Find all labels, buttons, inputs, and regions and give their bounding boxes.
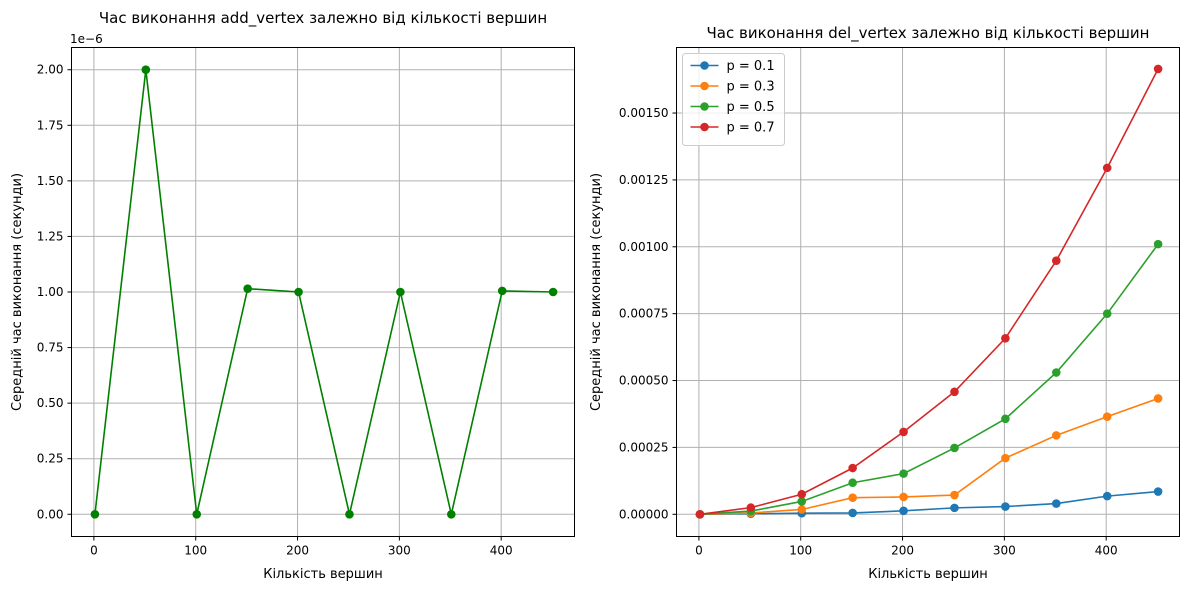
add-vertex-ytick-label: 0.50 [37,396,64,410]
del-vertex-data-point [1102,491,1112,501]
legend-marker-swatch [700,122,709,132]
del-vertex-series-line-0 [699,490,1159,516]
del-vertex-data-point [797,489,807,499]
del-vertex-data-point [1001,333,1010,343]
del-vertex-xlabel: Кількість вершин [868,567,988,582]
del-vertex-data-point [899,427,908,437]
del-vertex-data-point [797,497,807,506]
del-vertex-ytick-label: 0.00075 [619,307,669,321]
del-vertex-xtick-label: 400 [1095,544,1118,558]
add-vertex-series [90,65,558,519]
add-vertex-data-point [90,509,100,519]
del-vertex-ytick-label: 0.00125 [619,173,669,187]
add-vertex-chart: Час виконання add_vertex залежно від кіл… [10,9,575,582]
add-vertex-xtick-label: 0 [90,544,98,558]
add-vertex-ytick-label: 1.25 [37,229,64,243]
del-vertex-data-point [950,443,959,453]
del-vertex-legend: p = 0.1 p = 0.3 p = 0.5 p = 0.7 [682,53,785,146]
del-vertex-series-line-3 [699,68,1159,516]
del-vertex-series-line-1 [699,397,1159,516]
del-vertex-data-point [1153,239,1163,249]
add-vertex-chart-title: Час виконання add_vertex залежно від кіл… [99,9,547,28]
add-vertex-ylabel: Середній час виконання (секунди) [10,173,25,411]
del-vertex-data-point [1001,414,1010,424]
add-vertex-ytick-label: 1.00 [37,285,64,299]
del-vertex-ytick-label: 0.00050 [619,374,669,388]
del-vertex-chart: Час виконання del_vertex залежно від кіл… [589,24,1180,582]
add-vertex-xtick-label: 200 [286,544,309,558]
del-vertex-data-point [950,503,959,513]
add-vertex-data-point [548,287,558,297]
del-vertex-data-point [1001,453,1010,463]
add-vertex-offset-label: 1e−6 [70,32,103,46]
legend-entry-label: p = 0.3 [727,80,775,95]
del-vertex-data-point [1102,163,1112,173]
add-vertex-data-point [243,284,252,293]
del-vertex-xtick-label: 300 [993,544,1016,558]
del-vertex-data-point [1051,431,1061,440]
del-vertex-ylabel: Середній час виконання (секунди) [589,173,604,411]
del-vertex-series-line-2 [699,243,1159,516]
del-vertex-ytick-label: 0.00000 [619,507,669,521]
del-vertex-data-point [1051,368,1061,377]
add-vertex-ytick-label: 0.75 [37,341,64,355]
del-vertex-legend-box [682,53,785,146]
del-vertex-data-point [797,505,807,514]
add-vertex-data-point [446,509,456,519]
del-vertex-series [695,64,1163,519]
del-vertex-xtick-label: 100 [789,544,812,558]
del-vertex-data-point [848,478,857,488]
del-vertex-data-point [899,506,908,516]
del-vertex-data-point [848,508,857,518]
del-vertex-data-point [848,463,857,473]
del-vertex-data-point [1153,394,1163,403]
del-vertex-data-point [1102,412,1112,421]
del-vertex-data-point [695,509,705,519]
del-vertex-xtick-label: 200 [891,544,914,558]
del-vertex-data-point [950,387,959,397]
legend-marker-swatch [700,61,709,70]
add-vertex-xtick-label: 300 [388,544,411,558]
del-vertex-data-point [1102,309,1112,318]
add-vertex-data-point [294,287,303,297]
del-vertex-data-point [1051,499,1061,508]
del-vertex-data-point [1153,64,1163,74]
add-vertex-xlabel: Кількість вершин [263,567,383,582]
del-vertex-data-point [848,493,857,503]
legend-entry-label: p = 0.7 [727,121,775,136]
del-vertex-plot-frame [676,47,1180,537]
del-vertex-data-point [899,492,908,502]
del-vertex-data-point [746,503,756,512]
add-vertex-data-point [497,286,507,296]
legend-marker-swatch [700,102,709,111]
legend-entry-label: p = 0.1 [727,59,775,74]
del-vertex-data-point [1051,256,1061,266]
add-vertex-xtick-label: 400 [490,544,513,558]
del-vertex-chart-title: Час виконання del_vertex залежно від кіл… [707,24,1150,43]
del-vertex-xtick-label: 0 [695,544,703,558]
add-vertex-ytick-label: 0.25 [37,452,64,466]
add-vertex-data-point [396,287,405,297]
legend-marker-swatch [700,81,709,91]
add-vertex-ytick-label: 0.00 [37,507,64,521]
del-vertex-ticks: 0 100 200 300 400 0.00000 0.00025 0.00050 0.0007… [619,106,1118,557]
add-vertex-series-line-0 [94,69,554,515]
legend-entry-label: p = 0.5 [727,100,775,115]
del-vertex-ytick-label: 0.00150 [619,106,669,120]
add-vertex-data-point [345,509,354,519]
add-vertex-xtick-label: 100 [184,544,207,558]
add-vertex-ytick-label: 2.00 [37,63,64,77]
del-vertex-ytick-label: 0.00100 [619,240,669,254]
del-vertex-ytick-label: 0.00025 [619,440,669,454]
del-vertex-data-point [899,469,908,478]
add-vertex-ytick-label: 1.50 [37,174,64,188]
del-vertex-data-point [950,490,959,500]
add-vertex-ytick-label: 1.75 [37,118,64,132]
add-vertex-data-point [141,65,151,75]
add-vertex-ticks: 0 100 200 300 400 0.00 0.25 0.50 0.75 1.00 1.25 1.5… [37,63,513,558]
add-vertex-data-point [192,509,202,519]
del-vertex-data-point [1001,502,1010,511]
del-vertex-data-point [1153,487,1163,496]
